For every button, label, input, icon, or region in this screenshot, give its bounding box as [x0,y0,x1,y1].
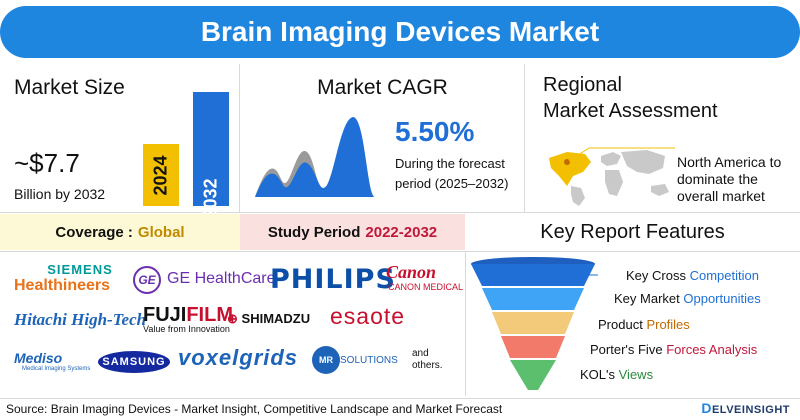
footer: Source: Brain Imaging Devices - Market I… [0,398,800,420]
brand-logo: DELVEINSIGHT [701,400,790,416]
coverage-band: Coverage : Global [0,214,240,250]
bar-2024-label: 2024 [150,155,171,196]
feature-highlight: Opportunities [683,291,761,306]
market-size-title: Market Size [14,76,125,99]
regional-text-line3: overall market [677,188,765,204]
feature-profiles: Product Profiles [598,317,690,332]
regional-text: North America to dominate the overall ma… [677,154,781,205]
regional-title-line1: Regional [543,74,622,96]
title-bar: Brain Imaging Devices Market [0,0,800,62]
feature-highlight: Forces Analysis [666,342,758,357]
feature-competition: Key Cross Competition [626,268,759,283]
bar-2032 [193,92,229,206]
brand-mark-icon: D [701,400,712,416]
philips-logo: PHILIPS [270,264,396,295]
regional-title-line2: Market Assessment [543,100,718,122]
feature-highlight: Profiles [646,317,690,332]
divider [0,251,800,252]
shimadzu-logo: ⊕ SHIMADZU [227,311,310,327]
brand-name: ELVEINSIGHT [711,404,790,416]
others-text: and others. [412,348,443,371]
canon-logo: Canon [386,262,437,282]
study-period-band: Study Period 2022-2032 [240,214,465,250]
divider [465,252,466,396]
cagr-panel: Market CAGR 5.50% During the forecast pe… [240,64,525,212]
feature-prefix: Key Market [614,291,680,306]
source-text: Source: Brain Imaging Devices - Market I… [6,402,503,416]
fujifilm-tagline: Value from Innovation [143,324,230,334]
shimadzu-mark-icon: ⊕ [227,311,238,326]
mediso-tagline: Medical Imaging Systems [22,366,91,372]
cagr-wave-graphic [255,117,375,197]
shimadzu-name: SHIMADZU [241,311,311,326]
ge-healthcare-logo: GE HealthCare [167,270,276,287]
market-size-subtitle: Billion by 2032 [14,186,106,202]
funnel-graphic [471,257,598,390]
divider [0,212,800,213]
feature-prefix: Product [598,317,643,332]
cagr-desc-line2: period (2025–2032) [395,176,509,191]
voxelgrids-logo: voxelgrids [178,345,299,370]
healthineers-logo: Healthineers [14,277,111,294]
study-period-label: Study Period [267,223,361,241]
hitachi-logo: Hitachi High-Tech [14,310,147,329]
feature-prefix: KOL's [580,367,615,382]
feature-porters: Porter's Five Forces Analysis [590,342,757,357]
regional-text-line1: North America to [677,154,782,170]
siemens-logo: SIEMENS [47,262,113,277]
canon-medical-logo: CANON MEDICAL [388,282,464,292]
feature-prefix: Key Cross [626,268,686,283]
world-map-icon [549,147,675,206]
market-size-value: ~$7.7 [14,148,80,178]
regional-title: Regional Market Assessment [543,72,718,124]
cagr-value: 5.50% [395,116,475,147]
mr-solutions-icon: MR [312,346,340,374]
cagr-title: Market CAGR [317,76,448,99]
page-title: Brain Imaging Devices Market [0,6,800,58]
ge-logo-icon: GE [133,266,161,294]
feature-highlight: Views [618,367,654,382]
feature-kol: KOL's Views [580,367,653,382]
fuji-part-b: FILM [186,304,233,326]
samsung-logo: SAMSUNG [98,351,170,373]
coverage-label: Coverage : [55,223,133,241]
feature-highlight: Competition [689,268,759,283]
mr-solutions-logo: SOLUTIONS [340,355,398,366]
mediso-logo: Mediso [14,350,63,366]
esaote-logo: esaote [330,303,406,329]
bar-2024 [143,144,179,206]
study-period-value: 2022-2032 [365,223,438,241]
key-features-title: Key Report Features [540,220,725,243]
fujifilm-logo: FUJIFILM [143,304,233,327]
cagr-description: During the forecast period (2025–2032) [395,154,508,194]
regional-panel: Regional Market Assessment North America… [525,64,800,212]
market-size-panel: Market Size ~$7.7 Billion by 2032 2024 2… [0,64,240,219]
cagr-desc-line1: During the forecast [395,156,505,171]
coverage-value: Global [137,223,185,241]
fuji-part-a: FUJI [143,304,187,326]
feature-prefix: Porter's Five [590,342,663,357]
feature-opportunities: Key Market Opportunities [614,291,761,306]
regional-text-line2: dominate the [677,171,758,187]
